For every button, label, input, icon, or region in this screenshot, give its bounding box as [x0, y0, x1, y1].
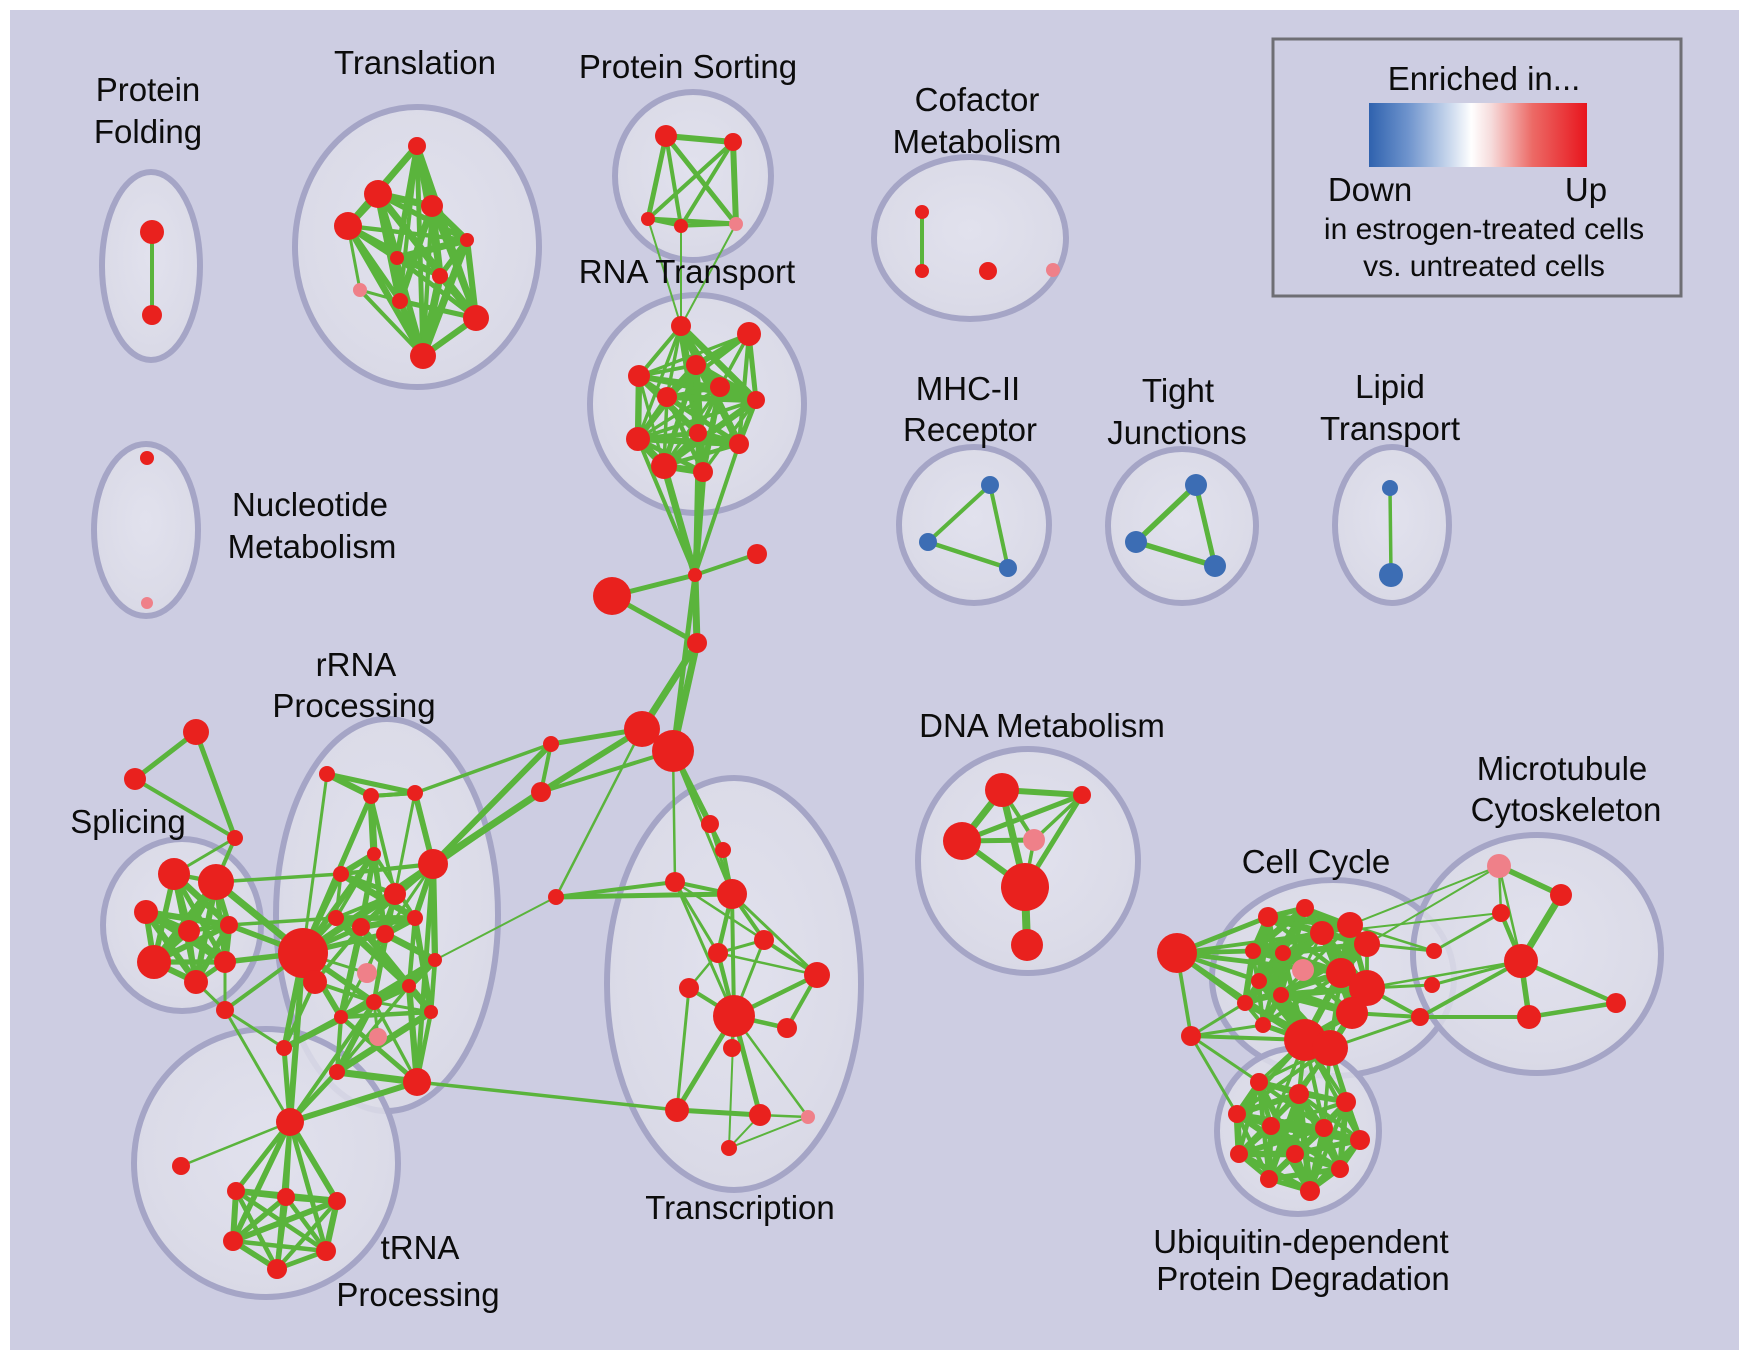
- svg-text:Splicing: Splicing: [70, 803, 186, 840]
- svg-text:Processing: Processing: [272, 687, 435, 724]
- svg-text:Junctions: Junctions: [1107, 414, 1246, 451]
- svg-text:Cell Cycle: Cell Cycle: [1242, 843, 1391, 880]
- svg-text:Protein: Protein: [96, 71, 201, 108]
- svg-text:Microtubule: Microtubule: [1477, 750, 1648, 787]
- svg-text:Down: Down: [1328, 171, 1412, 208]
- svg-text:Nucleotide: Nucleotide: [232, 486, 388, 523]
- svg-text:Processing: Processing: [336, 1276, 499, 1313]
- svg-text:Translation: Translation: [334, 44, 496, 81]
- svg-text:Up: Up: [1565, 171, 1607, 208]
- svg-text:Transport: Transport: [1320, 410, 1460, 447]
- svg-text:Receptor: Receptor: [903, 411, 1037, 448]
- svg-text:Ubiquitin-dependent: Ubiquitin-dependent: [1153, 1223, 1448, 1260]
- svg-text:tRNA: tRNA: [381, 1229, 460, 1266]
- svg-text:Enriched in...: Enriched in...: [1388, 60, 1581, 97]
- svg-text:vs. untreated cells: vs. untreated cells: [1363, 250, 1605, 283]
- svg-text:Metabolism: Metabolism: [228, 528, 397, 565]
- svg-text:Folding: Folding: [94, 113, 202, 150]
- svg-text:Protein Degradation: Protein Degradation: [1156, 1260, 1450, 1297]
- svg-text:Cofactor: Cofactor: [915, 81, 1040, 118]
- svg-text:rRNA: rRNA: [316, 646, 397, 683]
- svg-text:MHC-II: MHC-II: [916, 370, 1020, 407]
- svg-text:DNA Metabolism: DNA Metabolism: [919, 707, 1165, 744]
- svg-text:Metabolism: Metabolism: [893, 123, 1062, 160]
- svg-text:Transcription: Transcription: [645, 1189, 835, 1226]
- svg-text:in estrogen-treated cells: in estrogen-treated cells: [1324, 213, 1644, 246]
- svg-text:Protein Sorting: Protein Sorting: [579, 48, 797, 85]
- svg-text:Tight: Tight: [1142, 372, 1214, 409]
- svg-text:RNA Transport: RNA Transport: [579, 253, 795, 290]
- svg-text:Cytoskeleton: Cytoskeleton: [1471, 791, 1662, 828]
- svg-text:Lipid: Lipid: [1355, 368, 1425, 405]
